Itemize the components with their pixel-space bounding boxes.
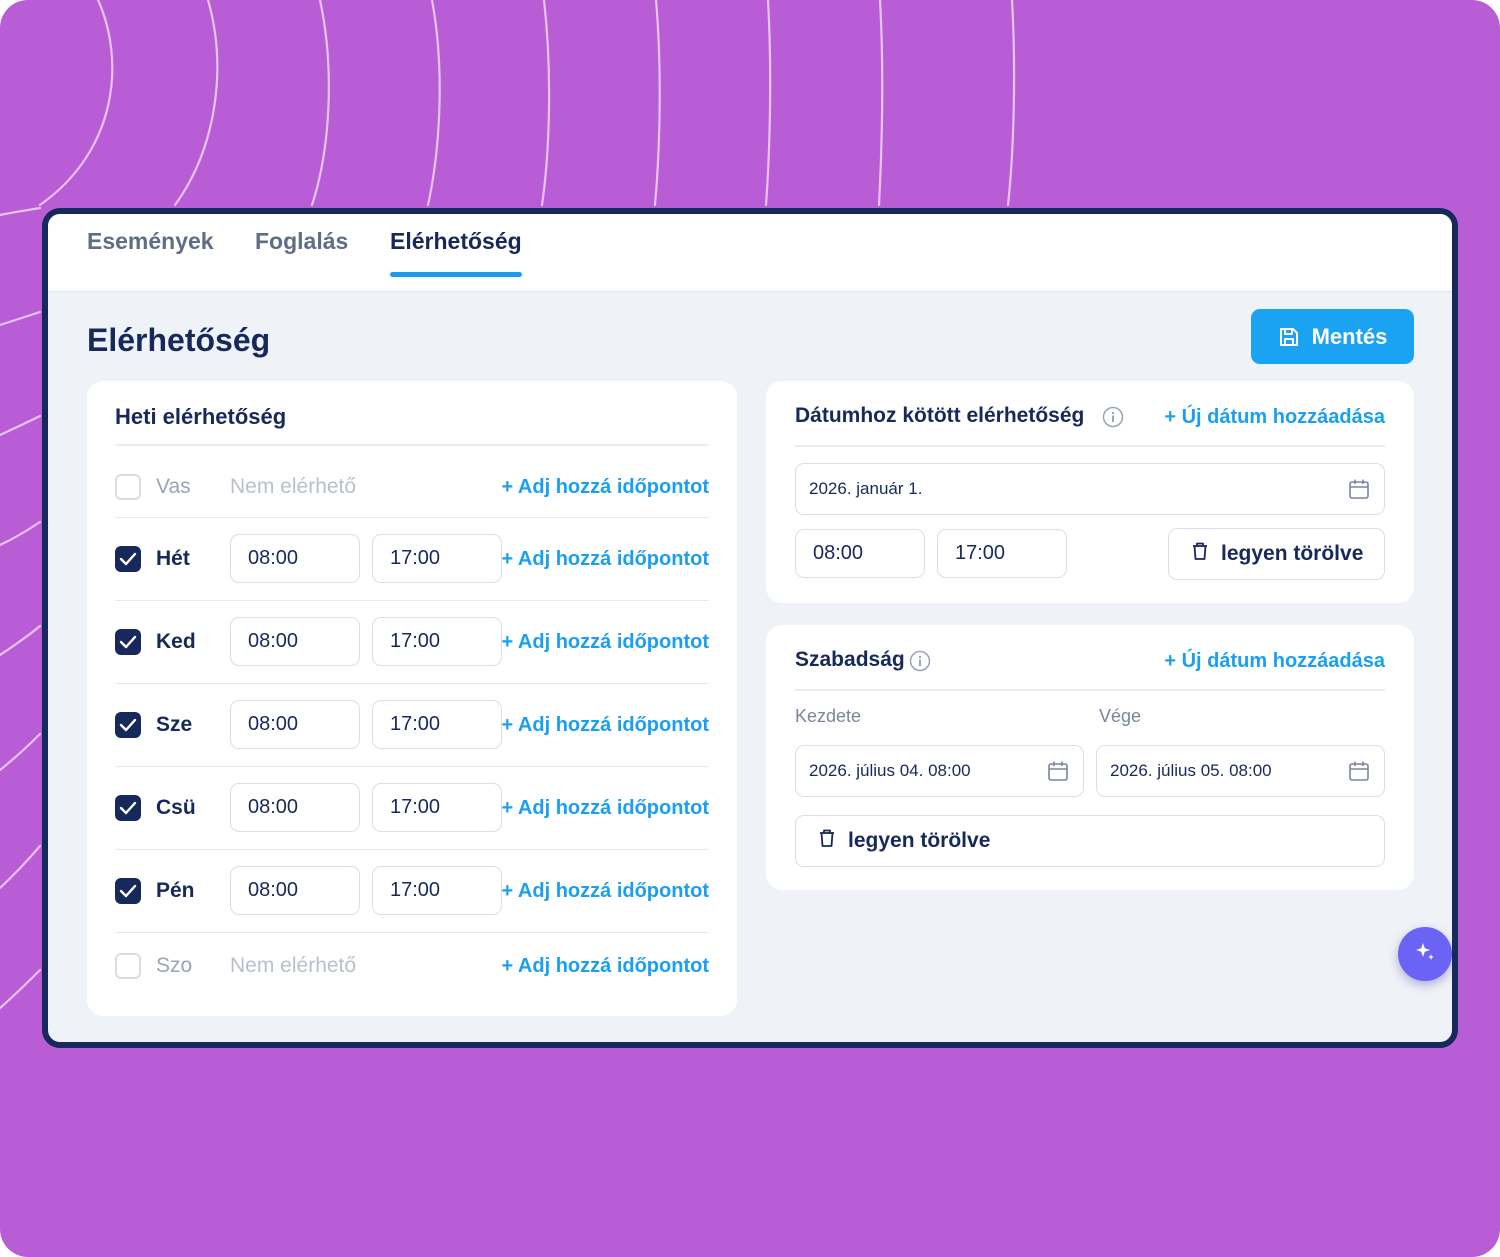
start-date-field[interactable]: 2026. július 04. 08:00: [795, 745, 1084, 797]
day-row-sze: Sze 08:00 17:00 + Adj hozzá időpontot: [115, 684, 709, 767]
app-window: Események Foglalás Elérhetőség Elérhetős…: [42, 208, 1458, 1048]
row-divider: [115, 683, 709, 684]
day-row-szo: Szo Nem elérhető + Adj hozzá időpontot: [115, 933, 709, 1004]
divider: [795, 445, 1385, 447]
end-time-input[interactable]: 17:00: [372, 617, 502, 666]
end-label: Vége: [1099, 706, 1142, 726]
page-title: Elérhetőség: [87, 322, 271, 358]
date-value: 2026. január 1.: [809, 479, 923, 498]
checkmark-icon: [119, 801, 137, 815]
start-time-input[interactable]: 08:00: [230, 700, 360, 749]
weekly-card-title: Heti elérhetőség: [115, 404, 287, 429]
tab-booking[interactable]: Foglalás: [255, 228, 349, 254]
day-checkbox-ked[interactable]: [115, 629, 141, 655]
calendar-icon: [1047, 760, 1069, 787]
start-time-input[interactable]: 08:00: [230, 783, 360, 832]
add-timeslot-link[interactable]: + Adj hozzá időpontot: [501, 476, 709, 498]
row-divider: [115, 600, 709, 601]
day-label-het: Hét: [156, 547, 190, 570]
start-time-input[interactable]: 08:00: [795, 529, 925, 578]
tab-events[interactable]: Események: [87, 228, 214, 254]
day-checkbox-szo[interactable]: [115, 953, 141, 979]
delete-label: legyen törölve: [1221, 542, 1364, 565]
day-checkbox-vas[interactable]: [115, 474, 141, 500]
day-label-ked: Ked: [156, 630, 196, 653]
add-timeslot-link[interactable]: + Adj hozzá időpontot: [501, 797, 709, 819]
save-button-label: Mentés: [1311, 323, 1388, 349]
row-divider: [115, 849, 709, 850]
date-card-title: Dátumhoz kötött elérhetőség: [795, 404, 1085, 427]
day-row-vas: Vas Nem elérhető + Adj hozzá időpontot: [115, 447, 709, 518]
day-row-pen: Pén 08:00 17:00 + Adj hozzá időpontot: [115, 850, 709, 933]
end-date-value: 2026. július 05. 08:00: [1110, 761, 1272, 780]
assistant-fab-button[interactable]: [1398, 927, 1452, 981]
end-time-input[interactable]: 17:00: [937, 529, 1067, 578]
divider: [795, 689, 1385, 691]
save-button[interactable]: Mentés: [1251, 309, 1414, 364]
day-row-csu: Csü 08:00 17:00 + Adj hozzá időpontot: [115, 767, 709, 850]
vacation-card-title: Szabadság: [795, 648, 905, 671]
end-time-input[interactable]: 17:00: [372, 866, 502, 915]
add-date-link[interactable]: + Új dátum hozzáadása: [1164, 650, 1385, 672]
add-date-link[interactable]: + Új dátum hozzáadása: [1164, 406, 1385, 428]
add-timeslot-link[interactable]: + Adj hozzá időpontot: [501, 880, 709, 902]
sparkle-icon: [1413, 940, 1437, 969]
divider: [115, 444, 709, 446]
start-label: Kezdete: [795, 706, 862, 726]
day-label-csu: Csü: [156, 796, 196, 819]
delete-label: legyen törölve: [848, 829, 991, 852]
info-icon[interactable]: [909, 650, 931, 677]
unavailable-text: Nem elérhető: [230, 954, 357, 977]
day-label-pen: Pén: [156, 879, 195, 902]
start-time-input[interactable]: 08:00: [230, 617, 360, 666]
trash-icon: [818, 828, 836, 854]
checkmark-icon: [119, 884, 137, 898]
delete-date-button[interactable]: legyen törölve: [1168, 528, 1385, 580]
end-date-field[interactable]: 2026. július 05. 08:00: [1096, 745, 1385, 797]
unavailable-text: Nem elérhető: [230, 475, 357, 498]
date-picker-field[interactable]: 2026. január 1.: [795, 463, 1385, 515]
add-timeslot-link[interactable]: + Adj hozzá időpontot: [501, 955, 709, 977]
checkmark-icon: [119, 635, 137, 649]
end-time-input[interactable]: 17:00: [372, 700, 502, 749]
day-row-ked: Ked 08:00 17:00 + Adj hozzá időpontot: [115, 601, 709, 684]
end-time-input[interactable]: 17:00: [372, 534, 502, 583]
add-timeslot-link[interactable]: + Adj hozzá időpontot: [501, 631, 709, 653]
calendar-icon: [1348, 478, 1370, 505]
row-divider: [115, 517, 709, 518]
day-label-vas: Vas: [156, 475, 191, 498]
delete-vacation-button[interactable]: legyen törölve: [795, 815, 1385, 867]
info-icon[interactable]: [1102, 406, 1124, 433]
start-time-input[interactable]: 08:00: [230, 866, 360, 915]
weekly-availability-card: Heti elérhetőség Vas Nem elérhető + Adj …: [87, 381, 737, 1016]
tab-bar: Események Foglalás Elérhetőség: [48, 214, 1452, 292]
vacation-card: Szabadság + Új dátum hozzáadása Kezdete …: [766, 625, 1414, 890]
checkmark-icon: [119, 718, 137, 732]
trash-icon: [1191, 541, 1209, 567]
day-row-het: Hét 08:00 17:00 + Adj hozzá időpontot: [115, 518, 709, 601]
date-availability-card: Dátumhoz kötött elérhetőség + Új dátum h…: [766, 381, 1414, 603]
checkmark-icon: [119, 552, 137, 566]
start-time-input[interactable]: 08:00: [230, 534, 360, 583]
floppy-disk-icon: [1278, 326, 1300, 348]
row-divider: [115, 932, 709, 933]
day-label-szo: Szo: [156, 954, 193, 977]
day-checkbox-pen[interactable]: [115, 878, 141, 904]
day-checkbox-csu[interactable]: [115, 795, 141, 821]
calendar-icon: [1348, 760, 1370, 787]
row-divider: [115, 766, 709, 767]
tab-availability[interactable]: Elérhetőség: [390, 228, 522, 278]
day-checkbox-sze[interactable]: [115, 712, 141, 738]
add-timeslot-link[interactable]: + Adj hozzá időpontot: [501, 714, 709, 736]
end-time-input[interactable]: 17:00: [372, 783, 502, 832]
add-timeslot-link[interactable]: + Adj hozzá időpontot: [501, 548, 709, 570]
start-date-value: 2026. július 04. 08:00: [809, 761, 971, 780]
day-checkbox-het[interactable]: [115, 546, 141, 572]
day-label-sze: Sze: [156, 713, 193, 736]
